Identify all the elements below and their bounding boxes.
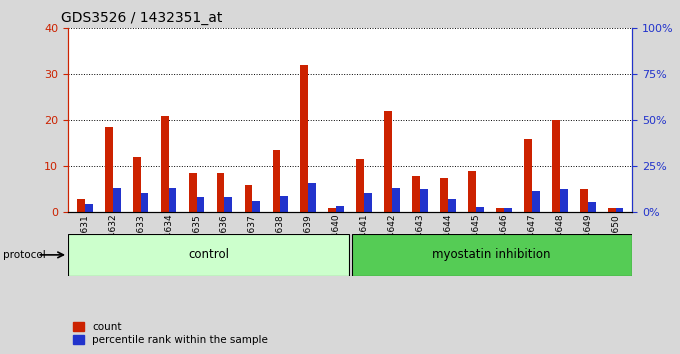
Bar xyxy=(384,111,392,212)
Bar xyxy=(352,234,632,276)
Bar xyxy=(328,208,336,212)
Bar xyxy=(412,176,420,212)
Bar xyxy=(532,191,540,212)
Text: control: control xyxy=(188,249,230,261)
Bar xyxy=(448,199,456,212)
Bar xyxy=(133,157,141,212)
Bar xyxy=(440,178,448,212)
Bar xyxy=(160,116,169,212)
Bar xyxy=(560,189,568,212)
Bar xyxy=(608,208,615,212)
Bar xyxy=(588,202,596,212)
Bar xyxy=(468,171,476,212)
Bar xyxy=(224,197,233,212)
Bar xyxy=(68,234,349,276)
Bar xyxy=(496,208,504,212)
Bar xyxy=(85,204,92,212)
Bar xyxy=(356,159,364,212)
Bar xyxy=(504,208,511,212)
Bar xyxy=(169,188,176,212)
Bar xyxy=(552,120,560,212)
Bar xyxy=(615,208,624,212)
Text: GDS3526 / 1432351_at: GDS3526 / 1432351_at xyxy=(61,11,222,25)
Bar xyxy=(245,185,252,212)
Bar xyxy=(217,173,224,212)
Bar xyxy=(524,139,532,212)
Bar xyxy=(476,207,483,212)
Text: myostatin inhibition: myostatin inhibition xyxy=(432,249,551,261)
Bar xyxy=(392,188,400,212)
Bar xyxy=(420,189,428,212)
Bar xyxy=(308,183,316,212)
Bar xyxy=(77,199,85,212)
Bar xyxy=(280,196,288,212)
Bar xyxy=(141,193,148,212)
Text: protocol: protocol xyxy=(3,250,46,260)
Bar xyxy=(189,173,197,212)
Bar xyxy=(273,150,280,212)
Bar xyxy=(364,193,372,212)
Bar xyxy=(301,65,308,212)
Bar xyxy=(113,188,120,212)
Bar xyxy=(105,127,113,212)
Bar xyxy=(252,201,260,212)
Bar xyxy=(580,189,588,212)
Bar xyxy=(197,197,205,212)
Bar xyxy=(336,206,344,212)
Legend: count, percentile rank within the sample: count, percentile rank within the sample xyxy=(73,322,268,345)
